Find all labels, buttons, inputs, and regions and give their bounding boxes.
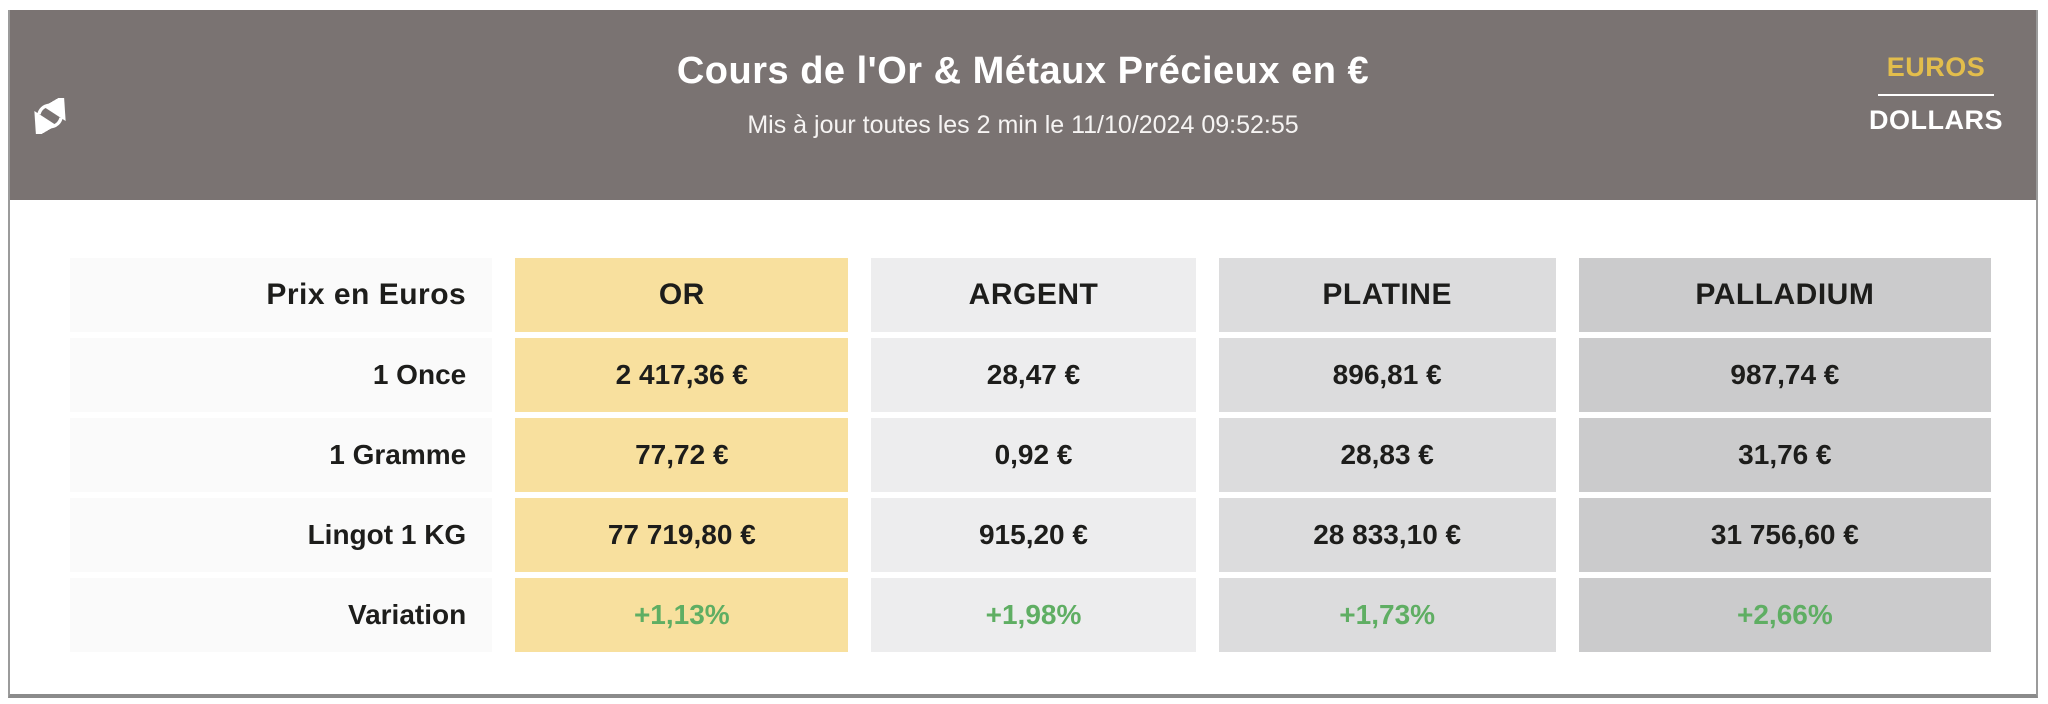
update-status: Mis à jour toutes les 2 min le 11/10/202… — [747, 111, 1299, 139]
variation-cell-palladium: +2,66% — [1578, 578, 1991, 652]
price-cell-palladium-lingot: 31 756,60 € — [1578, 498, 1991, 572]
row-label-1-gramme: 1 Gramme — [70, 418, 493, 492]
price-cell-or-lingot: 77 719,80 € — [515, 498, 849, 572]
header-titles: Cours de l'Or & Métaux Précieux en € Mis… — [10, 10, 2036, 140]
row-label-lingot-1kg: Lingot 1 KG — [70, 498, 493, 572]
page-title: Cours de l'Or & Métaux Précieux en € — [676, 50, 1370, 92]
price-cell-argent-lingot: 915,20 € — [871, 498, 1196, 572]
price-cell-or-once: 2 417,36 € — [515, 338, 849, 412]
price-cell-or-gramme: 77,72 € — [515, 418, 849, 492]
column-header-argent: ARGENT — [871, 258, 1196, 332]
variation-cell-argent: +1,98% — [871, 578, 1196, 652]
header-band: Cours de l'Or & Métaux Précieux en € Mis… — [10, 10, 2036, 200]
price-cell-platine-once: 896,81 € — [1218, 338, 1556, 412]
currency-toggle: EUROS DOLLARS — [1868, 52, 2004, 136]
currency-option-euros[interactable]: EUROS — [1886, 52, 1986, 82]
column-header-or: OR — [515, 258, 849, 332]
currency-option-dollars[interactable]: DOLLARS — [1869, 105, 2003, 135]
price-cell-palladium-gramme: 31,76 € — [1578, 418, 1991, 492]
variation-cell-or: +1,13% — [515, 578, 849, 652]
price-cell-palladium-once: 987,74 € — [1578, 338, 1991, 412]
price-cell-platine-lingot: 28 833,10 € — [1218, 498, 1556, 572]
refresh-button[interactable] — [32, 96, 72, 136]
column-header-platine: PLATINE — [1218, 258, 1556, 332]
price-cell-argent-once: 28,47 € — [871, 338, 1196, 412]
gold-price-widget: Cours de l'Or & Métaux Précieux en € Mis… — [8, 10, 2038, 698]
price-cell-argent-gramme: 0,92 € — [871, 418, 1196, 492]
price-table: Prix en Euros OR ARGENT PLATINE PALLADIU… — [70, 258, 1991, 652]
refresh-icon — [34, 98, 66, 134]
price-cell-platine-gramme: 28,83 € — [1218, 418, 1556, 492]
corner-header-prix-en-euros: Prix en Euros — [70, 258, 493, 332]
row-label-variation: Variation — [70, 578, 493, 652]
column-header-palladium: PALLADIUM — [1578, 258, 1991, 332]
currency-divider — [1878, 94, 1994, 96]
row-label-1-once: 1 Once — [70, 338, 493, 412]
variation-cell-platine: +1,73% — [1218, 578, 1556, 652]
